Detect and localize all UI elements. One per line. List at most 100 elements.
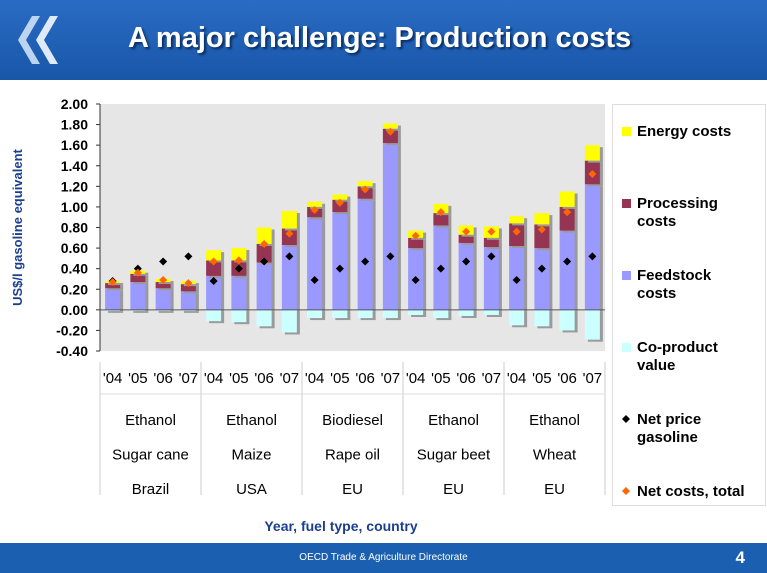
marker	[487, 227, 496, 236]
marker	[310, 275, 319, 284]
legend-label: Feedstock costs	[637, 267, 712, 302]
legend-swatch	[622, 487, 630, 495]
marker	[133, 264, 142, 273]
page-number: 4	[735, 548, 745, 567]
legend-swatch	[622, 271, 631, 280]
marker	[386, 127, 395, 136]
y-tick-label: 1.80	[61, 117, 88, 133]
bar-segment	[332, 309, 348, 319]
x-tick-label: '05	[128, 370, 148, 387]
x-tick-label: '06	[254, 370, 274, 387]
y-tick-label: 1.20	[61, 178, 88, 194]
group-label: Ethanol	[529, 412, 580, 429]
marker	[563, 257, 572, 266]
x-tick-label: '07	[482, 370, 502, 387]
bar-segment	[307, 201, 323, 207]
marker	[159, 275, 168, 284]
bar-segment	[130, 273, 146, 283]
group-label: Sugar cane	[112, 447, 189, 464]
bar-segment	[130, 282, 146, 310]
bar-segment	[534, 224, 550, 249]
marker	[335, 264, 344, 273]
bar-segment	[534, 309, 550, 327]
marker	[537, 225, 546, 234]
bar-segment	[559, 191, 575, 207]
bar-segment	[584, 309, 600, 340]
logo	[18, 16, 58, 64]
y-tick-label: 0.80	[61, 220, 88, 236]
marker	[462, 257, 471, 266]
legend-symbol	[622, 487, 630, 495]
footer-text: OECD Trade & Agriculture Directorate	[299, 552, 468, 563]
bar-segment	[155, 282, 171, 289]
marker	[436, 208, 445, 217]
marker	[260, 239, 269, 248]
group-label: EU	[342, 481, 363, 498]
marker	[335, 198, 344, 207]
bar-segment	[206, 309, 222, 322]
bar-segment	[382, 309, 398, 319]
legend: Energy costs Processing costs Feedstock co…	[612, 104, 766, 506]
group-label: Wheat	[533, 447, 577, 464]
y-tick-label: -0.40	[56, 343, 88, 359]
bar-segment	[408, 309, 424, 315]
bar-segment	[281, 309, 297, 333]
bar-segment	[433, 213, 449, 226]
bar-segment	[180, 309, 196, 311]
x-tick-label: '06	[355, 370, 375, 387]
bar-segment	[483, 237, 499, 248]
bar-segment	[559, 309, 575, 331]
bar-segment	[483, 309, 499, 315]
bar-segment	[534, 213, 550, 225]
legend-symbol	[622, 271, 631, 280]
bar-segment	[458, 242, 474, 310]
marker	[310, 206, 319, 215]
bar-segment	[584, 145, 600, 161]
marker	[436, 264, 445, 273]
marker	[386, 252, 395, 261]
legend-label: Net price gasoline	[637, 411, 702, 446]
bar-segment	[357, 181, 373, 187]
legend-item: Feedstock costs	[621, 267, 749, 303]
x-tick-label: '05	[532, 370, 552, 387]
legend-swatch	[622, 415, 630, 423]
bar-segment	[332, 212, 348, 310]
bar-segment	[256, 309, 272, 327]
bar-segment	[256, 227, 272, 244]
group-label: Ethanol	[125, 412, 176, 429]
y-tick-label: 1.00	[61, 199, 88, 215]
marker	[588, 252, 597, 261]
bar-segment	[231, 275, 247, 310]
bar-shadow	[183, 311, 199, 313]
legend-swatch	[622, 127, 631, 136]
legend-swatch	[622, 343, 631, 352]
marker	[512, 275, 521, 284]
bar-segment	[180, 284, 196, 292]
bar-segment	[458, 309, 474, 317]
bar-segment	[231, 309, 247, 323]
marker	[285, 252, 294, 261]
x-tick-label: '07	[179, 370, 199, 387]
bar-segment	[180, 291, 196, 310]
bar-segment	[130, 309, 146, 311]
bar-segment	[584, 184, 600, 310]
bar-segment	[382, 123, 398, 129]
bar-segment	[281, 244, 297, 310]
bar-shadow	[158, 280, 174, 285]
group-label: USA	[236, 481, 267, 498]
bar-segment	[408, 237, 424, 249]
marker	[487, 252, 496, 261]
bar-segment	[357, 198, 373, 310]
bar-segment	[307, 217, 323, 310]
x-tick-label: '06	[557, 370, 577, 387]
group-label: Brazil	[132, 481, 170, 498]
bar-segment	[105, 309, 121, 311]
bar-segment	[559, 206, 575, 231]
legend-item: Processing costs	[621, 195, 749, 231]
x-axis-label: Year, fuel type, country	[264, 518, 417, 534]
group-label: EU	[544, 481, 565, 498]
y-axis-label: US$/l gasoline equivalent	[10, 148, 25, 305]
bar-shadow	[183, 283, 199, 287]
marker	[563, 208, 572, 217]
legend-item: Net costs, total	[621, 483, 745, 501]
